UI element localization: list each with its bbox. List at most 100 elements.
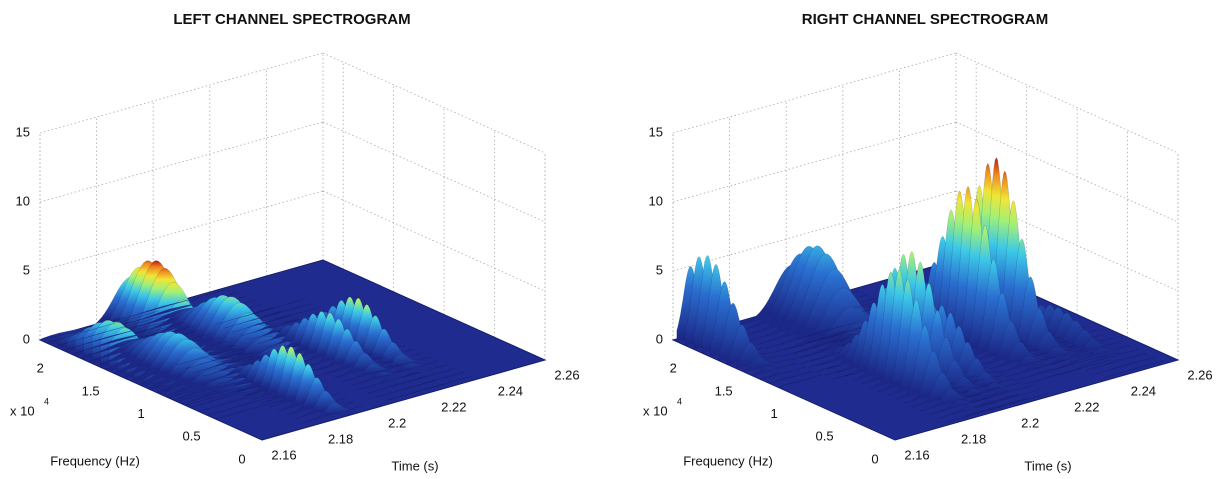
peak-slice	[251, 303, 312, 321]
peak-slice	[325, 340, 385, 375]
z-tick-label: 5	[23, 262, 30, 277]
peak-slice	[966, 398, 1027, 416]
peak-slice	[920, 388, 980, 412]
chart: RIGHT CHANNEL SPECTROGRAM0510152.162.182…	[643, 11, 1213, 473]
peak-slice	[362, 342, 422, 371]
z-tick-label: 15	[16, 124, 30, 139]
y-tick-label: 2	[670, 361, 677, 376]
peak-slice	[963, 258, 1024, 359]
peak-slice	[379, 360, 439, 378]
peak-slice	[294, 390, 355, 419]
grid-line	[322, 52, 546, 154]
surface-peak	[676, 255, 822, 388]
z-tick-label: 0	[23, 331, 30, 346]
grid-line	[672, 52, 957, 134]
y-axis-label: Frequency (Hz)	[50, 453, 140, 468]
peak-slice	[277, 363, 338, 412]
y-tick-label: 0.5	[183, 429, 201, 444]
peak-slice	[735, 342, 780, 369]
x-tick-label: 2.18	[961, 431, 986, 446]
chart: LEFT CHANNEL SPECTROGRAM0510152.162.182.…	[10, 11, 580, 473]
y-offset-label: x 10	[10, 403, 35, 418]
peak-slice	[1087, 352, 1147, 371]
peak-slice	[989, 341, 1049, 370]
peak-slice	[102, 292, 239, 331]
peak-slice	[911, 372, 972, 408]
peak-slice	[286, 377, 346, 415]
peak-slice	[997, 355, 1058, 374]
peak-slice	[937, 401, 997, 419]
grid-line	[322, 190, 546, 292]
x-tick-label: 2.22	[1074, 399, 1099, 414]
x-tick-label: 2.16	[271, 447, 296, 462]
y-tick-label: 0	[238, 451, 245, 466]
peak-slice	[93, 288, 230, 328]
peak-slice	[240, 318, 301, 337]
peak-slice	[752, 363, 797, 377]
peak-slice	[1044, 320, 1105, 352]
x-tick-label: 2.24	[1131, 383, 1156, 398]
peak-slice	[1095, 356, 1156, 375]
peak-slice	[350, 368, 411, 386]
peak-slice	[54, 314, 168, 347]
peak-slice	[1042, 355, 1103, 374]
peak-slice	[110, 295, 247, 335]
y-tick-label: 1.5	[715, 383, 733, 398]
x-axis-label: Time (s)	[1024, 458, 1071, 473]
peak-slice	[46, 310, 160, 343]
y-tick-label: 1.5	[82, 383, 100, 398]
peak-slice	[784, 332, 845, 351]
x-tick-label: 2.18	[328, 431, 353, 446]
z-tick-label: 10	[16, 193, 30, 208]
peak-slice	[71, 321, 185, 355]
grid-line	[672, 190, 957, 272]
peak-slice	[308, 318, 368, 367]
x-tick-label: 2.16	[904, 447, 929, 462]
peak-slice	[243, 299, 303, 317]
y-tick-label: 1	[137, 406, 144, 421]
peak-slice	[744, 356, 788, 373]
z-tick-label: 5	[656, 262, 663, 277]
chart-title: LEFT CHANNEL SPECTROGRAM	[173, 11, 410, 28]
peak-slice	[404, 372, 465, 390]
y-tick-label: 0.5	[816, 429, 834, 444]
peak-slice	[1070, 345, 1130, 363]
x-tick-label: 2.22	[441, 399, 466, 414]
peak-slice	[928, 397, 989, 416]
peak-slice	[62, 318, 177, 351]
peak-slice	[1005, 359, 1066, 378]
grid-line	[955, 121, 1179, 223]
peak-slice	[384, 383, 445, 402]
z-tick-label: 0	[656, 331, 663, 346]
peak-slice	[1014, 363, 1075, 382]
surface-peak	[176, 345, 363, 423]
peak-slice	[778, 374, 822, 388]
grid-line	[322, 121, 546, 223]
peak-slice	[316, 328, 377, 371]
peak-slice	[303, 402, 363, 423]
peak-slice	[215, 386, 329, 420]
z-tick-label: 10	[649, 193, 663, 208]
y-tick-label: 0	[871, 451, 878, 466]
peak-slice	[945, 405, 1006, 423]
y-tick-label: 1	[770, 406, 777, 421]
peak-slice	[1104, 360, 1164, 378]
y-offset-label: x 10	[643, 403, 668, 418]
peak-slice	[367, 376, 428, 394]
y-tick-label: 2	[37, 361, 44, 376]
z-tick-label: 15	[649, 124, 663, 139]
peak-slice	[980, 320, 1041, 366]
peak-slice	[333, 352, 394, 379]
peak-slice	[176, 348, 236, 366]
peak-slice	[223, 311, 284, 329]
peak-slice	[201, 359, 262, 377]
y-axis-label: Frequency (Hz)	[683, 453, 773, 468]
peak-slice	[1053, 329, 1113, 355]
x-tick-label: 2.24	[498, 383, 523, 398]
peak-slice	[376, 380, 436, 398]
surface-peak	[784, 268, 1006, 423]
y-offset-exponent: 4	[44, 396, 49, 406]
peak-slice	[193, 355, 253, 373]
peak-slice	[1051, 359, 1111, 377]
